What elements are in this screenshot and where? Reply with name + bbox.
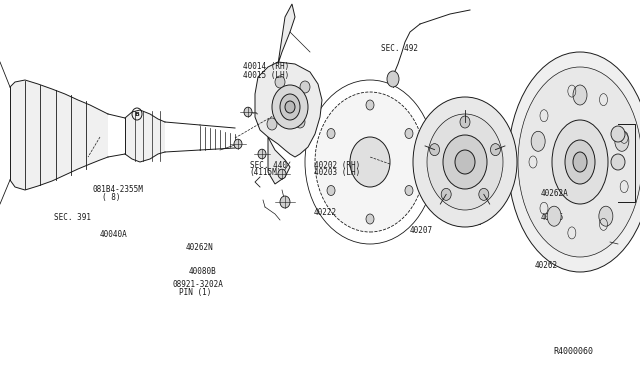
Ellipse shape — [278, 169, 286, 179]
Ellipse shape — [258, 149, 266, 159]
Polygon shape — [125, 110, 165, 162]
Ellipse shape — [244, 107, 252, 117]
Polygon shape — [10, 80, 108, 190]
Text: 081B4-2355M: 081B4-2355M — [93, 185, 143, 194]
Ellipse shape — [300, 81, 310, 93]
Ellipse shape — [429, 144, 440, 155]
Ellipse shape — [275, 76, 285, 88]
Ellipse shape — [611, 154, 625, 170]
Polygon shape — [278, 4, 295, 64]
Ellipse shape — [405, 128, 413, 138]
Ellipse shape — [573, 152, 587, 172]
Text: R4000060: R4000060 — [554, 347, 594, 356]
Ellipse shape — [565, 140, 595, 184]
Text: 08921-3202A: 08921-3202A — [173, 280, 223, 289]
Ellipse shape — [573, 85, 587, 105]
Ellipse shape — [280, 94, 300, 120]
Ellipse shape — [518, 67, 640, 257]
Text: 40262: 40262 — [534, 262, 557, 270]
Ellipse shape — [479, 188, 489, 201]
Text: B: B — [134, 112, 140, 116]
Polygon shape — [268, 137, 290, 184]
Ellipse shape — [547, 206, 561, 226]
Text: 40202 (RH): 40202 (RH) — [314, 161, 360, 170]
Text: SEC. 492: SEC. 492 — [381, 44, 418, 53]
Ellipse shape — [460, 116, 470, 128]
Text: 40203 (LH): 40203 (LH) — [314, 169, 360, 177]
Polygon shape — [255, 62, 322, 157]
Ellipse shape — [508, 52, 640, 272]
Text: 40014 (RH): 40014 (RH) — [243, 62, 289, 71]
Ellipse shape — [327, 186, 335, 196]
Ellipse shape — [387, 71, 399, 87]
Ellipse shape — [280, 196, 290, 208]
Ellipse shape — [315, 92, 425, 232]
Ellipse shape — [327, 128, 335, 138]
Ellipse shape — [413, 97, 517, 227]
Text: 40266: 40266 — [541, 213, 564, 222]
Ellipse shape — [350, 137, 390, 187]
Ellipse shape — [455, 150, 475, 174]
Ellipse shape — [443, 135, 487, 189]
Text: SEC. 440: SEC. 440 — [250, 161, 287, 170]
Text: (4115M): (4115M) — [250, 169, 282, 177]
Text: ( 8): ( 8) — [102, 193, 121, 202]
Text: 40080B: 40080B — [189, 267, 216, 276]
Ellipse shape — [611, 126, 625, 142]
Ellipse shape — [490, 144, 500, 155]
Ellipse shape — [295, 116, 305, 128]
Text: SEC. 391: SEC. 391 — [54, 213, 92, 222]
Ellipse shape — [267, 118, 277, 130]
Ellipse shape — [285, 101, 295, 113]
Text: 40222: 40222 — [314, 208, 337, 217]
Ellipse shape — [599, 206, 613, 226]
Text: 40262A: 40262A — [541, 189, 568, 198]
Ellipse shape — [552, 120, 608, 204]
Ellipse shape — [234, 139, 242, 149]
Ellipse shape — [405, 186, 413, 196]
Ellipse shape — [615, 131, 629, 151]
Ellipse shape — [366, 100, 374, 110]
Text: 40207: 40207 — [410, 226, 433, 235]
Text: 40040A: 40040A — [99, 230, 127, 239]
Ellipse shape — [427, 114, 503, 210]
Ellipse shape — [366, 214, 374, 224]
Text: 40262N: 40262N — [186, 243, 213, 252]
Text: 40015 (LH): 40015 (LH) — [243, 71, 289, 80]
Text: PIN (1): PIN (1) — [179, 288, 212, 296]
Ellipse shape — [531, 131, 545, 151]
Ellipse shape — [272, 85, 308, 129]
Ellipse shape — [441, 188, 451, 201]
